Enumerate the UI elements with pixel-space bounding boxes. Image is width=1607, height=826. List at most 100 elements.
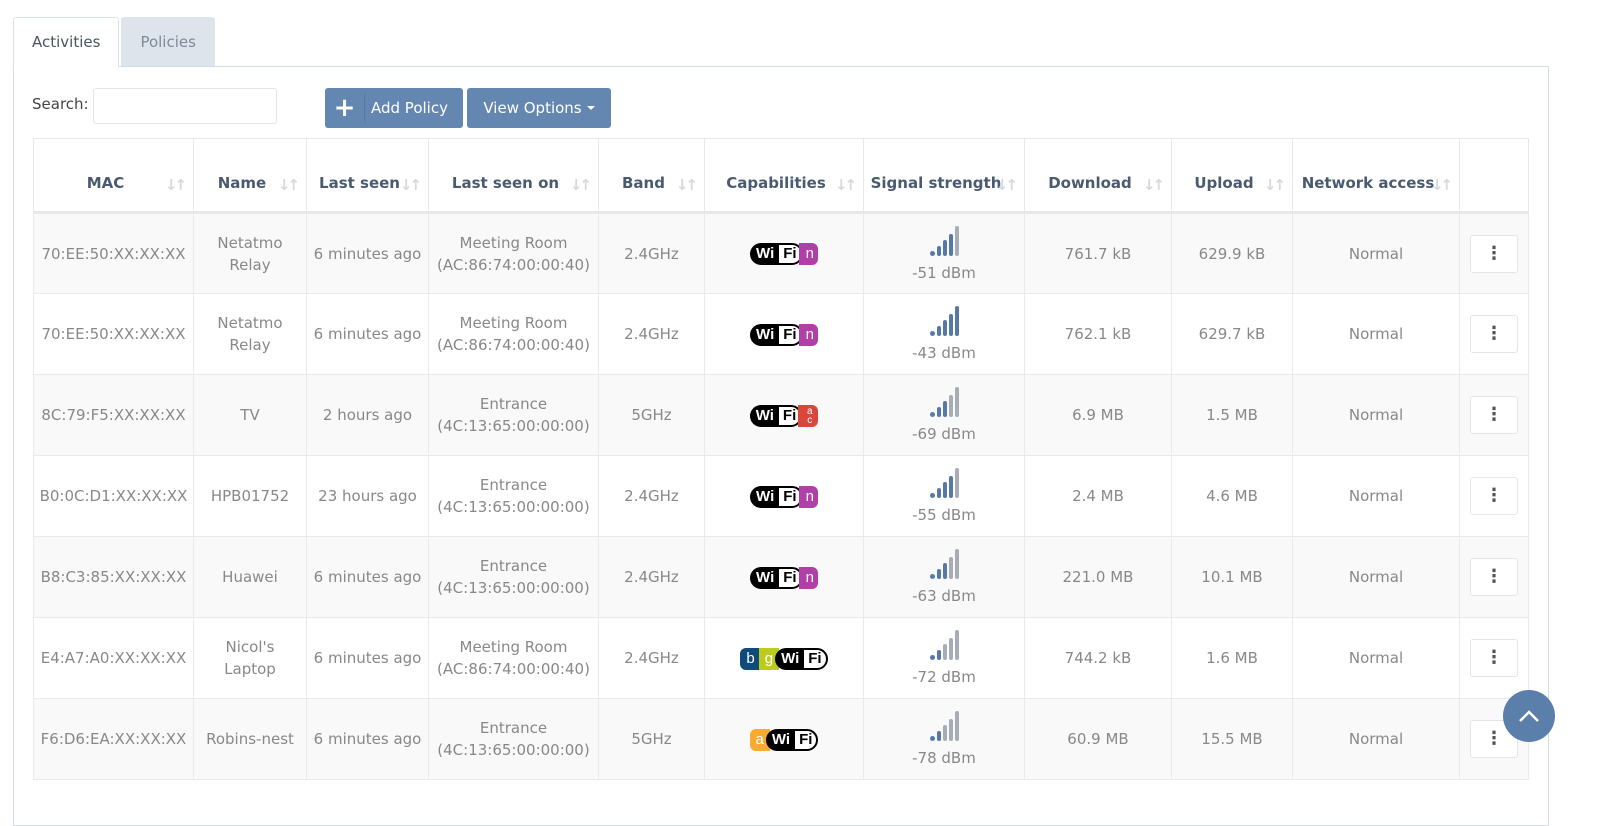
mac-cell: B8:C3:85:XX:XX:XX xyxy=(33,536,194,618)
signal-bars-icon xyxy=(929,385,959,417)
kebab-menu-icon[interactable]: ⋮ xyxy=(1470,477,1518,515)
signal-value: -43 dBm xyxy=(912,344,976,362)
column-header[interactable]: Signal strength ↓↑ xyxy=(863,138,1025,214)
capabilities-cell: Wi Fi n xyxy=(704,212,864,294)
column-header[interactable]: Name ↓↑ xyxy=(193,138,307,214)
tab-activities[interactable]: Activities xyxy=(13,17,120,67)
devices-table: MAC ↓↑ Name ↓↑ Last seen ↓↑ Last seen on ↓↑ Band… xyxy=(33,138,1529,780)
band-cell: 5GHz xyxy=(598,374,705,456)
network-access-cell: Normal xyxy=(1292,212,1460,294)
wifi-wi: Wi xyxy=(749,404,779,427)
download-cell: 221.0 MB xyxy=(1024,536,1172,618)
add-policy-button[interactable]: + Add Policy xyxy=(325,88,463,128)
sort-icon[interactable]: ↓↑ xyxy=(1430,176,1453,194)
signal-cell: -69 dBm xyxy=(863,374,1025,456)
signal-bars-icon xyxy=(929,304,959,336)
column-header xyxy=(1459,138,1529,214)
upload-cell: 1.6 MB xyxy=(1171,617,1293,699)
column-header-label: MAC xyxy=(86,174,125,192)
wifi-wi: Wi xyxy=(750,243,780,265)
download-cell: 762.1 kB xyxy=(1024,293,1172,375)
kebab-menu-icon[interactable]: ⋮ xyxy=(1470,639,1518,677)
band-cell: 2.4GHz xyxy=(598,293,705,375)
wifi-bg-logo: b g Wi Fi xyxy=(740,647,828,670)
band-cell: 5GHz xyxy=(598,698,705,780)
search-input[interactable] xyxy=(93,88,277,124)
band-cell: 2.4GHz xyxy=(598,455,705,537)
mac-cell: 8C:79:F5:XX:XX:XX xyxy=(33,374,194,456)
column-header-label: Signal strength xyxy=(870,174,1002,192)
wifi-wi: Wi xyxy=(765,728,796,751)
last-seen-on-cell: Entrance (4C:13:65:00:00:00) xyxy=(428,698,599,780)
capabilities-cell: a Wi Fi xyxy=(704,698,864,780)
scroll-to-top-button[interactable] xyxy=(1503,690,1555,742)
last-seen-cell: 23 hours ago xyxy=(306,455,429,537)
capabilities-cell: Wi Fi n xyxy=(704,455,864,537)
signal-value: -55 dBm xyxy=(912,506,976,524)
kebab-menu-icon[interactable]: ⋮ xyxy=(1470,234,1518,273)
view-options-button[interactable]: View Options xyxy=(467,88,611,128)
column-header[interactable]: Download ↓↑ xyxy=(1024,138,1172,214)
name-cell: Netatmo Relay xyxy=(193,293,307,375)
last-seen-on-cell: Meeting Room (AC:86:74:00:00:40) xyxy=(428,617,599,699)
caret-down-icon xyxy=(586,106,595,110)
last-seen-on-cell: Entrance (4C:13:65:00:00:00) xyxy=(428,374,599,456)
actions-cell: ⋮ xyxy=(1459,617,1529,699)
signal-cell: -72 dBm xyxy=(863,617,1025,699)
last-seen-on-cell: Meeting Room (AC:86:74:00:00:40) xyxy=(428,293,599,375)
sort-icon[interactable]: ↓↑ xyxy=(995,176,1018,194)
column-header[interactable]: MAC ↓↑ xyxy=(33,138,194,214)
column-header-label: Last seen on xyxy=(451,174,560,192)
network-access-cell: Normal xyxy=(1292,617,1460,699)
column-header[interactable]: Last seen ↓↑ xyxy=(306,138,429,214)
sort-icon[interactable]: ↓↑ xyxy=(675,176,698,194)
column-header[interactable]: Band ↓↑ xyxy=(598,138,705,214)
signal-bars-icon xyxy=(929,547,959,579)
sort-icon[interactable]: ↓↑ xyxy=(399,176,422,194)
wifi-n-logo: Wi Fi n xyxy=(750,243,818,265)
column-header[interactable]: Upload ↓↑ xyxy=(1171,138,1293,214)
signal-value: -51 dBm xyxy=(912,263,976,282)
column-header[interactable]: Network access ↓↑ xyxy=(1292,138,1460,214)
signal-value: -72 dBm xyxy=(912,668,976,686)
last-seen-cell: 6 minutes ago xyxy=(306,212,429,294)
column-header[interactable]: Capabilities ↓↑ xyxy=(704,138,864,214)
table-row: F6:D6:EA:XX:XX:XX Robins-nest 6 minutes ag… xyxy=(33,698,1529,780)
column-header-label: Upload xyxy=(1194,174,1254,192)
table-row: B8:C3:85:XX:XX:XX Huawei 6 minutes ago Entr… xyxy=(33,536,1529,618)
wifi-wi: Wi xyxy=(750,485,780,508)
table-row: B0:0C:D1:XX:XX:XX HPB01752 23 hours ago Ent… xyxy=(33,455,1529,537)
actions-cell: ⋮ xyxy=(1459,455,1529,537)
signal-cell: -51 dBm xyxy=(863,212,1025,294)
column-header-label: Download xyxy=(1048,174,1132,192)
table-row: 70:EE:50:XX:XX:XX Netatmo Relay 6 minutes … xyxy=(33,293,1529,375)
signal-value: -78 dBm xyxy=(912,749,976,767)
kebab-menu-icon[interactable]: ⋮ xyxy=(1470,315,1518,353)
kebab-menu-icon[interactable]: ⋮ xyxy=(1470,396,1518,434)
sort-icon[interactable]: ↓↑ xyxy=(1142,176,1165,194)
signal-bars-icon xyxy=(929,628,959,660)
download-cell: 761.7 kB xyxy=(1024,212,1172,294)
actions-cell: ⋮ xyxy=(1459,374,1529,456)
actions-cell: ⋮ xyxy=(1459,536,1529,618)
table-row: 8C:79:F5:XX:XX:XX TV 2 hours ago Entrance (… xyxy=(33,374,1529,456)
signal-bars-icon xyxy=(929,224,959,256)
last-seen-on-cell: Entrance (4C:13:65:00:00:00) xyxy=(428,455,599,537)
last-seen-on-cell: Entrance (4C:13:65:00:00:00) xyxy=(428,536,599,618)
sort-icon[interactable]: ↓↑ xyxy=(834,176,857,194)
band-cell: 2.4GHz xyxy=(598,212,705,294)
name-cell: TV xyxy=(193,374,307,456)
sort-icon[interactable]: ↓↑ xyxy=(1263,176,1286,194)
wifi-wi: Wi xyxy=(750,566,780,589)
column-header[interactable]: Last seen on ↓↑ xyxy=(428,138,599,214)
actions-cell: ⋮ xyxy=(1459,293,1529,375)
sort-icon[interactable]: ↓↑ xyxy=(277,176,300,194)
band-cell: 2.4GHz xyxy=(598,536,705,618)
mac-cell: B0:0C:D1:XX:XX:XX xyxy=(33,455,194,537)
sort-icon[interactable]: ↓↑ xyxy=(569,176,592,194)
sort-icon[interactable]: ↓↑ xyxy=(164,176,187,194)
signal-bars-icon xyxy=(929,709,959,741)
tab-policies[interactable]: Policies xyxy=(121,17,215,66)
network-access-cell: Normal xyxy=(1292,455,1460,537)
kebab-menu-icon[interactable]: ⋮ xyxy=(1470,558,1518,596)
